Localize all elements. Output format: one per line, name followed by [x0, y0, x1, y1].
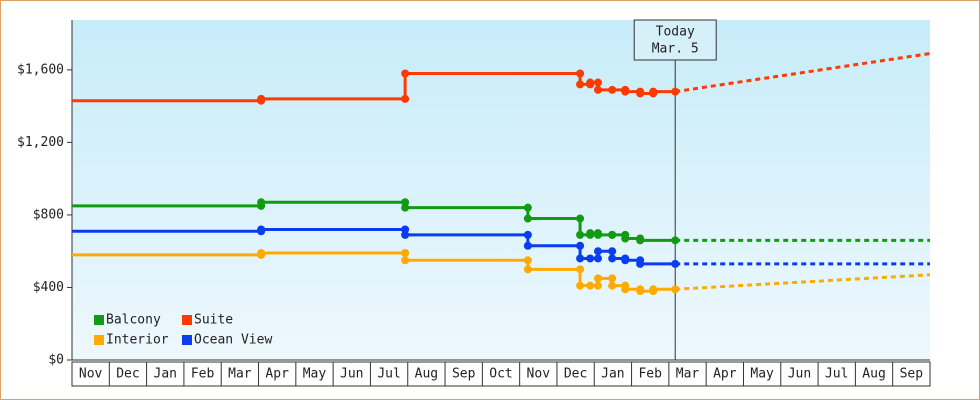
legend-swatch [182, 335, 192, 345]
price-point [649, 87, 658, 96]
legend-label: Ocean View [194, 333, 272, 348]
price-point [576, 214, 585, 223]
price-point [523, 256, 532, 265]
x-tick-label: Nov [79, 367, 103, 382]
price-point [593, 78, 602, 87]
x-tick-label: Apr [713, 367, 737, 382]
price-point [586, 281, 595, 290]
price-point [586, 254, 595, 263]
price-point [608, 254, 617, 263]
price-point [576, 230, 585, 239]
price-point [636, 89, 645, 98]
price-point [576, 80, 585, 89]
price-point [401, 203, 410, 212]
price-point [671, 285, 680, 294]
price-point [523, 203, 532, 212]
x-tick-label: Oct [489, 367, 512, 382]
price-point [576, 265, 585, 274]
price-point [593, 247, 602, 256]
x-tick-label: Feb [191, 367, 215, 382]
price-point [523, 230, 532, 239]
price-point [401, 94, 410, 103]
x-tick-label: Dec [116, 367, 139, 382]
projection-line [675, 273, 931, 291]
price-point [576, 254, 585, 263]
legend-swatch [182, 315, 192, 325]
price-point [636, 236, 645, 245]
price-point [621, 256, 630, 265]
price-point [621, 234, 630, 243]
x-tick-label: Mar [676, 367, 700, 382]
x-tick-label: Sep [452, 367, 476, 382]
y-tick-label: $0 [48, 353, 64, 368]
price-point [401, 249, 410, 258]
x-tick-label: Aug [415, 367, 438, 382]
price-point [636, 287, 645, 296]
y-tick-label: $1,600 [17, 62, 64, 77]
price-point [608, 281, 617, 290]
legend-swatch [94, 315, 104, 325]
price-point [593, 281, 602, 290]
price-point [593, 85, 602, 94]
x-tick-label: Mar [228, 367, 252, 382]
price-point [401, 256, 410, 265]
plot-area [72, 20, 930, 360]
month-strip [71, 361, 931, 387]
x-tick-label: Jun [340, 367, 363, 382]
x-tick-label: Nov [527, 367, 551, 382]
legend-label: Balcony [106, 313, 161, 328]
price-point [593, 254, 602, 263]
x-tick-label: May [303, 367, 327, 382]
y-tick-label: $400 [33, 280, 64, 295]
price-point [576, 241, 585, 250]
price-point [523, 214, 532, 223]
price-point [257, 249, 266, 258]
price-point [608, 274, 617, 283]
price-point [608, 85, 617, 94]
price-point [401, 230, 410, 239]
price-point [671, 87, 680, 96]
today-label: Today [656, 25, 695, 40]
x-tick-label: Apr [265, 367, 289, 382]
price-point [621, 285, 630, 294]
x-tick-label: Sep [900, 367, 924, 382]
price-point [576, 281, 585, 290]
x-tick-label: Jul [377, 367, 400, 382]
price-point [671, 259, 680, 268]
x-tick-label: Jul [825, 367, 848, 382]
legend-swatch [94, 335, 104, 345]
price-point [593, 274, 602, 283]
x-tick-label: Jan [154, 367, 177, 382]
today-box [633, 19, 717, 61]
x-tick-label: Jan [601, 367, 624, 382]
price-point [621, 87, 630, 96]
price-point [586, 78, 595, 87]
price-point [636, 259, 645, 268]
x-tick-label: Dec [564, 367, 587, 382]
price-point [257, 94, 266, 103]
price-point [671, 236, 680, 245]
projection-line [674, 52, 931, 94]
price-point [576, 69, 585, 78]
x-tick-label: Feb [638, 367, 662, 382]
price-point [608, 230, 617, 239]
price-point [523, 241, 532, 250]
y-tick-label: $800 [33, 207, 64, 222]
today-date: Mar. 5 [652, 42, 699, 57]
price-point [257, 225, 266, 234]
legend-label: Interior [106, 333, 169, 348]
price-point [649, 285, 658, 294]
price-point [401, 69, 410, 78]
y-tick-label: $1,200 [17, 135, 64, 150]
x-tick-label: Aug [862, 367, 885, 382]
price-point [593, 230, 602, 239]
price-point [608, 247, 617, 256]
legend-label: Suite [194, 313, 233, 328]
price-point [257, 198, 266, 207]
price-point [523, 265, 532, 274]
x-tick-label: May [750, 367, 774, 382]
x-tick-label: Jun [788, 367, 811, 382]
price-point [586, 229, 595, 238]
